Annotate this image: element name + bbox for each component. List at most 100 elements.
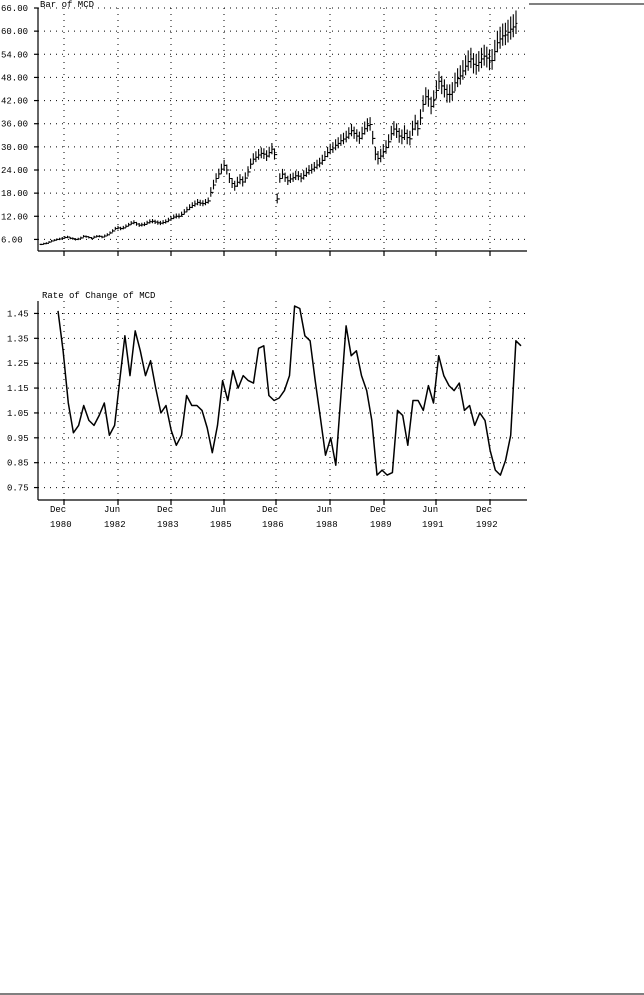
- price-bar: [103, 234, 107, 238]
- bar-y-tick-label: 48.00: [1, 73, 28, 83]
- price-bar: [403, 125, 406, 140]
- price-bar: [246, 166, 250, 179]
- price-bar: [259, 147, 263, 159]
- price-bar: [90, 236, 93, 240]
- price-bar: [143, 222, 146, 227]
- bar-chart-axes: [37, 8, 527, 256]
- price-bar: [305, 167, 308, 177]
- x-tick-year: 1991: [422, 520, 444, 530]
- price-bar: [74, 238, 77, 241]
- price-bar: [395, 123, 398, 138]
- price-bar: [241, 176, 245, 187]
- price-bar: [488, 49, 491, 71]
- price-bar: [326, 146, 329, 158]
- price-bar: [297, 171, 300, 181]
- price-bar: [374, 137, 377, 161]
- price-bar: [270, 143, 274, 155]
- price-bar: [498, 26, 502, 49]
- price-bar: [432, 90, 436, 108]
- price-bar: [159, 220, 162, 226]
- price-bar: [230, 177, 234, 188]
- bar-y-tick-label: 12.00: [1, 212, 28, 222]
- price-bar: [273, 148, 276, 160]
- price-bar: [427, 89, 430, 107]
- price-bar: [236, 176, 239, 187]
- x-tick-month: Dec: [476, 505, 492, 515]
- price-bar: [98, 235, 101, 238]
- price-bar: [190, 202, 194, 209]
- price-bar: [55, 238, 59, 241]
- price-bar: [323, 151, 327, 161]
- price-bar: [243, 172, 247, 183]
- price-bar: [214, 173, 218, 186]
- price-bar: [278, 173, 282, 200]
- roc-chart-grid: [34, 301, 527, 500]
- price-bar: [464, 55, 467, 76]
- price-bar: [182, 209, 186, 215]
- price-bar: [50, 239, 53, 243]
- price-bar: [450, 82, 454, 101]
- price-bar: [291, 172, 295, 182]
- price-bar: [366, 118, 369, 132]
- x-tick-year: 1992: [476, 520, 498, 530]
- roc-chart-y-tick-labels: 1.45 1.35 1.25 1.15 1.05 0.95 0.85 0.75: [7, 309, 29, 493]
- price-bar: [121, 225, 125, 230]
- roc-y-tick-label: 1.15: [7, 384, 29, 394]
- price-bar: [445, 84, 449, 103]
- x-tick-month: Dec: [370, 505, 386, 515]
- price-bar: [331, 142, 335, 153]
- roc-chart-title: Rate of Change of MCD: [42, 291, 155, 301]
- price-bar: [153, 219, 157, 224]
- price-bar: [350, 123, 353, 137]
- price-bar: [87, 236, 91, 239]
- bar-chart-y-tick-labels: 66.00 60.00 54.00 48.00 42.00 36.00 30.00 24.00…: [1, 4, 28, 245]
- price-bar: [265, 150, 268, 161]
- price-bar: [116, 225, 120, 230]
- price-bar: [228, 169, 231, 183]
- price-bar: [397, 128, 401, 143]
- bar-y-tick-label: 18.00: [1, 189, 28, 199]
- price-bar: [281, 168, 284, 180]
- price-bar: [405, 129, 409, 145]
- price-bar: [496, 30, 499, 53]
- price-bar: [225, 164, 229, 175]
- price-bar: [334, 139, 337, 151]
- price-bar: [151, 219, 154, 224]
- price-bar: [71, 237, 75, 240]
- price-bar: [206, 197, 210, 204]
- price-bar: [212, 179, 215, 193]
- price-bar: [435, 80, 438, 101]
- price-bar: [360, 126, 364, 140]
- price-bar: [318, 157, 321, 168]
- price-bar: [119, 226, 122, 231]
- price-bar: [355, 129, 359, 142]
- price-bar: [132, 220, 136, 225]
- price-bar: [474, 54, 478, 75]
- price-bar: [310, 163, 314, 174]
- price-bar: [105, 233, 109, 237]
- price-bar: [347, 127, 351, 140]
- price-bar: [185, 206, 189, 213]
- price-bar: [233, 180, 237, 191]
- price-bar: [172, 214, 176, 220]
- price-bar: [358, 131, 361, 144]
- price-bar: [315, 159, 319, 170]
- price-bar: [371, 123, 375, 145]
- price-bar: [257, 149, 260, 160]
- price-bar: [480, 47, 483, 69]
- price-bar: [58, 237, 61, 241]
- bar-y-tick-label: 54.00: [1, 50, 28, 60]
- x-tick-year: 1986: [262, 520, 284, 530]
- price-bar: [148, 219, 152, 224]
- x-tick-year: 1985: [210, 520, 232, 530]
- price-bar: [429, 96, 433, 115]
- bar-chart: Bar of MCD 66.00 60.00 54.00 48.00 42.00 36.0…: [1, 0, 644, 256]
- price-bar: [275, 154, 279, 204]
- price-bar: [477, 51, 481, 72]
- price-bar: [286, 175, 290, 185]
- price-bar: [312, 162, 316, 172]
- price-bar: [111, 229, 114, 234]
- roc-chart: Rate of Change of MCD 1.451.351.251.151.…: [7, 291, 527, 530]
- price-bar: [376, 151, 380, 165]
